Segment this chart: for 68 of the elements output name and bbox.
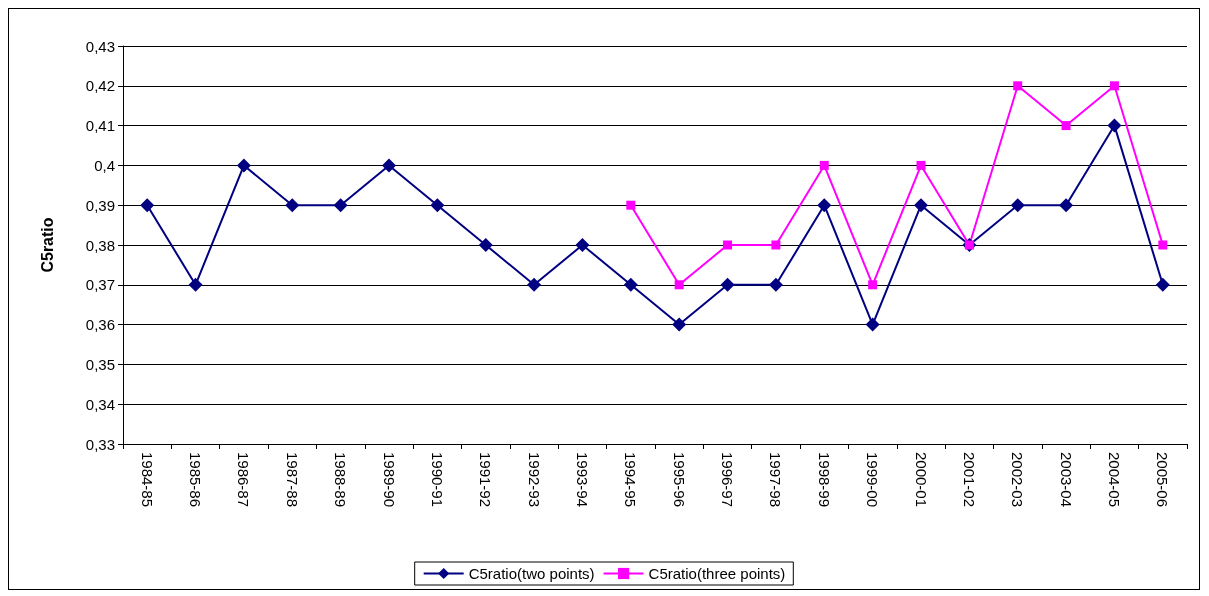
point	[1107, 118, 1122, 133]
x-tick-label: 1989-90	[380, 452, 398, 508]
point	[1010, 198, 1025, 213]
x-tick-label: 1993-94	[573, 452, 591, 508]
point	[140, 198, 155, 213]
x-tick-label: 2004-05	[1105, 452, 1123, 508]
x-tick-label: 1992-93	[525, 452, 543, 508]
x-tick-label: 1995-96	[670, 452, 688, 508]
point	[1109, 81, 1119, 91]
x-tick-label: 2000-01	[912, 452, 930, 508]
y-tick-label: 0,37	[85, 276, 115, 294]
x-tick-label: 1997-98	[767, 452, 785, 508]
y-tick-label: 0,35	[85, 355, 115, 373]
x-tick-label: 1984-85	[138, 452, 156, 508]
x-tick-label: 1991-92	[477, 452, 495, 508]
point	[1158, 240, 1168, 250]
point	[817, 198, 832, 213]
x-tick-label: 2005-06	[1154, 452, 1172, 508]
x-tick-label: 2001-02	[960, 452, 978, 508]
point	[674, 280, 684, 290]
point	[672, 317, 687, 332]
x-tick-label: 1990-91	[428, 452, 446, 508]
point	[771, 240, 781, 250]
legend-label: C5ratio(three points)	[648, 565, 786, 582]
point	[914, 198, 928, 213]
x-tick-label: 1999-00	[864, 452, 882, 508]
y-tick-label: 0,36	[85, 316, 115, 334]
x-tick-label: 1998-99	[815, 452, 833, 508]
x-tick-label: 2002-03	[1009, 452, 1027, 508]
point	[382, 158, 396, 173]
y-tick-label: 0,33	[85, 435, 115, 453]
point	[575, 238, 590, 252]
x-tick-label: 1994-95	[622, 452, 640, 508]
point	[723, 240, 733, 250]
x-tick-label: 1986-87	[235, 452, 253, 508]
y-tick-label: 0,43	[85, 37, 115, 55]
point	[1013, 81, 1023, 91]
point	[333, 198, 348, 213]
x-tick-label: 1985-86	[187, 452, 205, 508]
point	[626, 200, 636, 210]
point	[285, 198, 300, 213]
y-tick-label: 0,34	[85, 395, 115, 413]
point	[623, 277, 638, 292]
y-tick-label: 0,39	[85, 196, 115, 214]
x-tick-label: 1987-88	[283, 452, 301, 508]
y-tick-label: 0,38	[85, 236, 115, 254]
point	[1059, 198, 1074, 213]
x-tick-label: 2003-04	[1057, 452, 1075, 508]
point	[819, 160, 829, 170]
point	[1061, 121, 1071, 131]
point	[430, 198, 445, 213]
point	[768, 277, 783, 292]
y-tick-label: 0,41	[85, 117, 115, 135]
point	[1155, 277, 1170, 292]
point	[188, 277, 203, 292]
x-tick-label: 1996-97	[719, 452, 737, 508]
y-tick-label: 0,42	[85, 77, 115, 95]
point	[236, 158, 251, 173]
point	[868, 280, 878, 290]
y-axis-title: C5ratio	[38, 217, 56, 273]
point	[478, 238, 493, 252]
legend-label: C5ratio(two points)	[468, 565, 595, 582]
point	[865, 317, 880, 332]
x-tick-label: 1988-89	[332, 452, 350, 508]
point	[527, 277, 542, 292]
y-tick-label: 0,4	[94, 156, 115, 174]
point	[916, 160, 926, 170]
point	[720, 277, 735, 292]
